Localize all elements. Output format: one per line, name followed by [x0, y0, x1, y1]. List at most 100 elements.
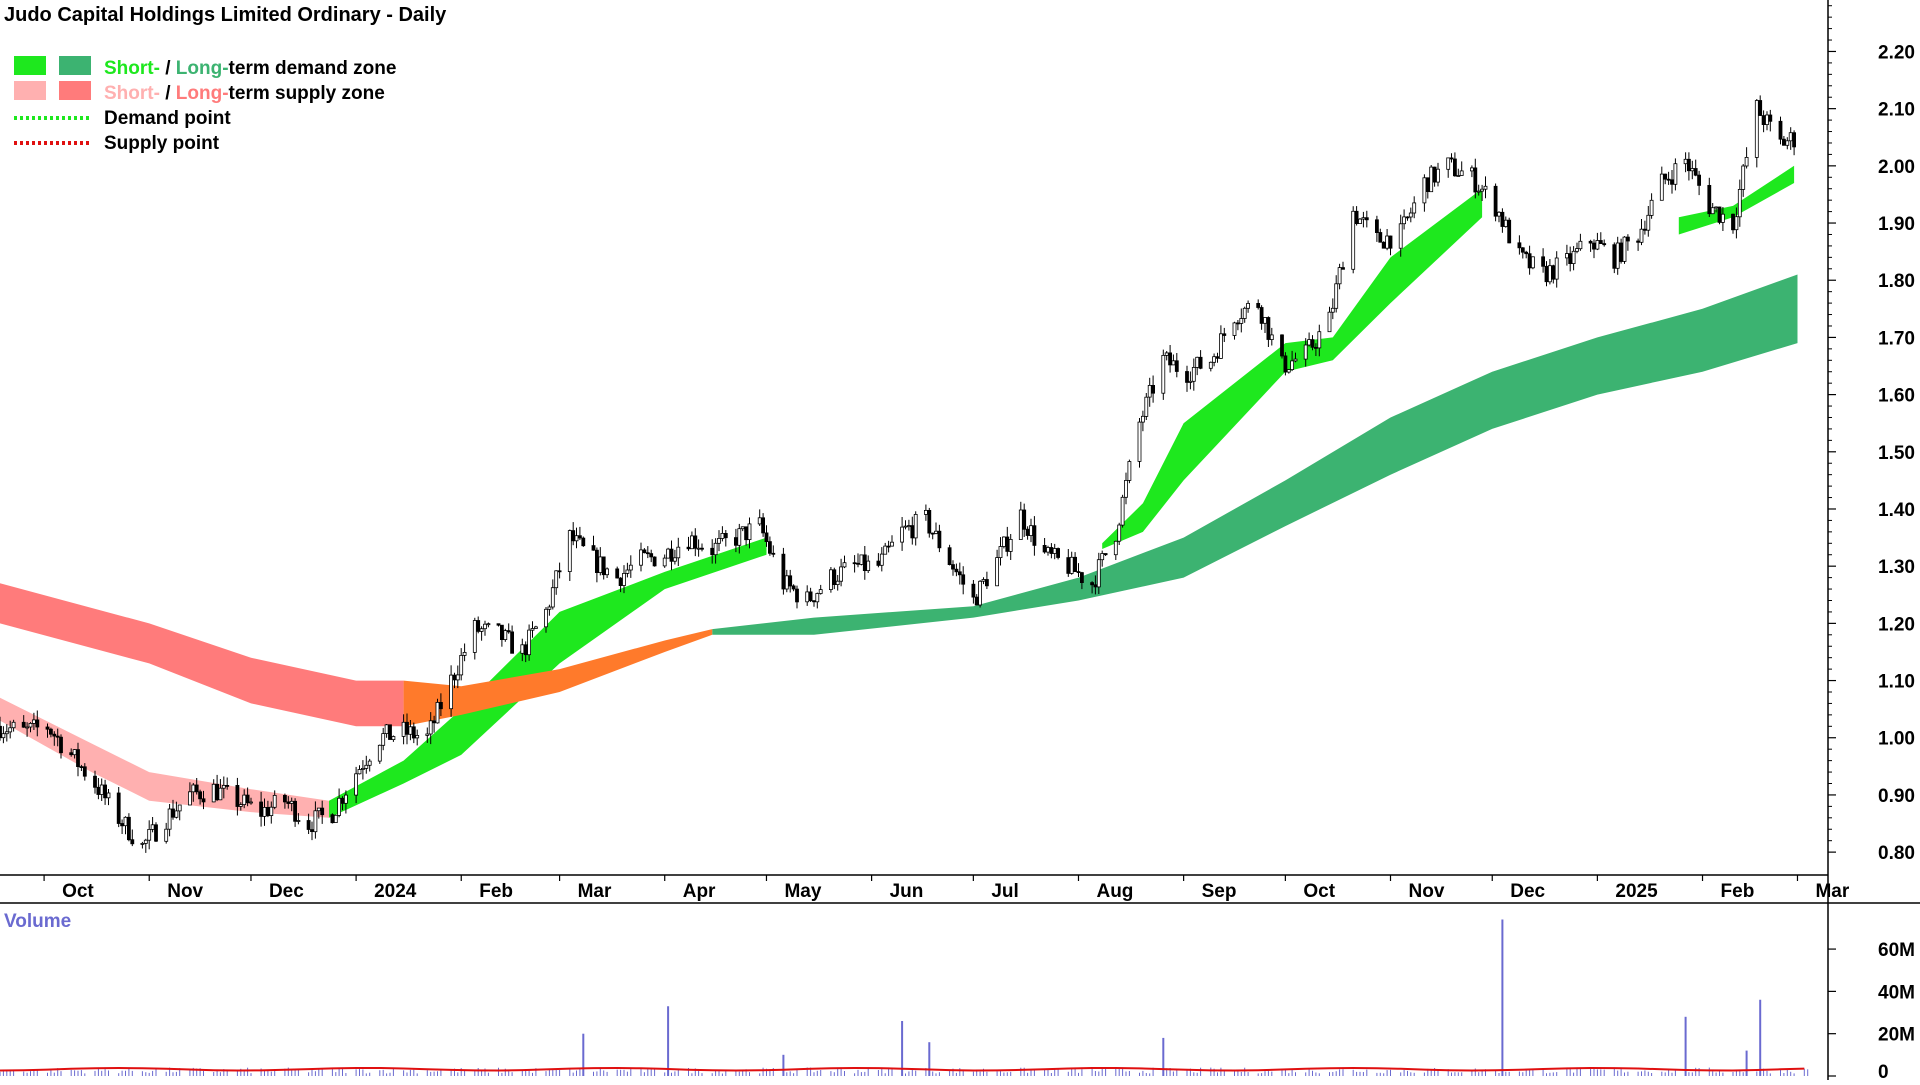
candle — [479, 626, 484, 641]
candle — [1018, 501, 1023, 540]
candle — [72, 749, 77, 759]
legend-label: Demand point — [104, 108, 231, 129]
candle — [1046, 545, 1050, 556]
candle — [693, 528, 698, 557]
candle — [1093, 575, 1098, 595]
candle — [499, 624, 504, 647]
candle — [832, 567, 837, 590]
candle — [238, 802, 243, 811]
candle — [839, 558, 843, 587]
candle — [415, 729, 420, 746]
candle — [1096, 552, 1101, 594]
candle — [1337, 263, 1342, 290]
candle — [544, 607, 548, 633]
candle — [99, 778, 104, 801]
candle — [605, 567, 609, 578]
candle — [591, 535, 596, 551]
candle — [1398, 214, 1403, 257]
candle — [761, 513, 765, 537]
candle — [961, 566, 966, 595]
candle — [486, 622, 491, 628]
candle — [1690, 160, 1695, 180]
candle — [815, 592, 820, 609]
candle — [215, 774, 220, 802]
candle — [737, 523, 742, 554]
candle — [1334, 275, 1339, 313]
candle — [876, 553, 881, 568]
candle — [866, 555, 871, 573]
candle — [805, 585, 810, 606]
candle — [1073, 552, 1077, 572]
candle — [79, 764, 84, 771]
candle — [1147, 377, 1152, 407]
y-tick-label: 1.60 — [1878, 386, 1915, 407]
candle — [1215, 352, 1220, 363]
candle — [957, 562, 962, 585]
candle — [1303, 338, 1308, 367]
candle — [886, 540, 891, 553]
candle — [1683, 152, 1688, 173]
x-tick-label: Feb — [479, 881, 513, 902]
candle — [55, 728, 60, 747]
candle — [1354, 206, 1359, 226]
candle — [1531, 256, 1535, 270]
candle — [1364, 210, 1369, 228]
candle — [1100, 550, 1105, 567]
candle — [506, 623, 511, 634]
candle — [459, 648, 464, 681]
candle — [49, 727, 53, 738]
candle — [1571, 246, 1576, 271]
zone-short-supply-2 — [0, 697, 329, 818]
candle — [971, 580, 976, 604]
candle — [218, 779, 223, 801]
candle — [59, 734, 63, 759]
candle — [862, 546, 867, 580]
y-tick-label: 1.40 — [1878, 500, 1915, 521]
candle — [625, 562, 630, 578]
candle — [313, 801, 318, 839]
candle — [1575, 242, 1579, 254]
candle — [910, 516, 915, 545]
candle — [1602, 239, 1607, 247]
candle — [343, 790, 348, 814]
candle — [1565, 244, 1569, 266]
candle — [1286, 369, 1291, 374]
candle — [1195, 356, 1200, 376]
candle — [1117, 522, 1122, 545]
candle — [282, 793, 287, 809]
candle — [28, 722, 33, 733]
candle — [788, 569, 793, 593]
candle — [1646, 206, 1651, 237]
candle — [907, 519, 911, 531]
candle — [1259, 305, 1264, 330]
candle — [1544, 261, 1549, 287]
candle — [1185, 365, 1189, 392]
candle — [645, 546, 650, 559]
legend-label: Short- / Long-term supply zone — [104, 83, 385, 104]
x-tick-label: Sep — [1202, 881, 1237, 902]
candle — [337, 788, 342, 818]
candle — [974, 594, 979, 606]
candle — [951, 560, 955, 576]
candle — [690, 531, 694, 550]
candle — [1269, 327, 1274, 346]
candle — [1541, 248, 1545, 273]
candle — [1022, 503, 1027, 537]
candle — [198, 789, 203, 805]
candle — [211, 779, 216, 803]
candle — [771, 545, 776, 558]
x-tick-label: Feb — [1721, 881, 1755, 902]
zone-short-demand-6 — [1678, 165, 1795, 235]
candle — [1649, 193, 1654, 219]
candle — [1548, 259, 1552, 285]
candle — [1422, 174, 1427, 212]
candle — [1066, 549, 1071, 577]
candle — [669, 540, 674, 571]
y-tick-label: 2.10 — [1878, 100, 1915, 121]
candle — [554, 570, 559, 595]
candle — [293, 798, 298, 827]
candle — [985, 571, 989, 589]
candle — [143, 838, 148, 853]
